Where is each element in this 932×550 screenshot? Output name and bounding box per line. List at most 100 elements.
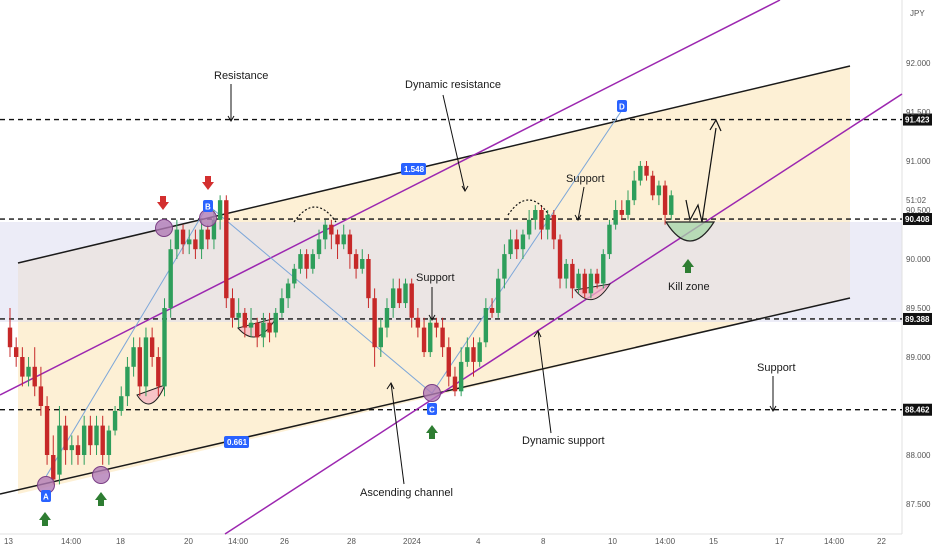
- candle-body[interactable]: [570, 263, 575, 289]
- candle-body[interactable]: [520, 234, 526, 250]
- candle-body[interactable]: [63, 425, 68, 451]
- candle-body[interactable]: [335, 234, 340, 245]
- candle-body[interactable]: [310, 254, 316, 269]
- candle-body[interactable]: [533, 210, 538, 220]
- candle-body[interactable]: [341, 234, 346, 245]
- candle-body[interactable]: [656, 185, 662, 196]
- candle-body[interactable]: [502, 254, 507, 279]
- candle-body[interactable]: [230, 298, 235, 318]
- candle-body[interactable]: [428, 322, 433, 353]
- candle-body[interactable]: [564, 263, 569, 279]
- candle-body[interactable]: [298, 254, 303, 269]
- candle-body[interactable]: [390, 288, 396, 308]
- candle-body[interactable]: [638, 165, 643, 181]
- candle-body[interactable]: [261, 322, 266, 338]
- candle-body[interactable]: [465, 347, 470, 362]
- candle-body[interactable]: [650, 175, 655, 196]
- candle-body[interactable]: [347, 234, 353, 255]
- candle-body[interactable]: [81, 425, 87, 455]
- candle-body[interactable]: [551, 214, 557, 240]
- candle-body[interactable]: [292, 268, 297, 284]
- candle-body[interactable]: [662, 185, 668, 215]
- candle-body[interactable]: [44, 406, 50, 455]
- candle-body[interactable]: [242, 312, 248, 328]
- candle-body[interactable]: [421, 327, 427, 353]
- candle-body[interactable]: [526, 219, 532, 235]
- zigzag-line[interactable]: [45, 109, 623, 477]
- candle-body[interactable]: [508, 239, 513, 255]
- candle-body[interactable]: [156, 357, 161, 387]
- candle-body[interactable]: [366, 259, 371, 299]
- candle-body[interactable]: [471, 347, 476, 362]
- candle-body[interactable]: [304, 254, 309, 269]
- candle-body[interactable]: [582, 273, 587, 294]
- candle-body[interactable]: [557, 239, 563, 279]
- candle-body[interactable]: [236, 312, 241, 318]
- candle-body[interactable]: [267, 322, 272, 333]
- candle-body[interactable]: [205, 229, 210, 240]
- candle-body[interactable]: [20, 357, 25, 377]
- candle-body[interactable]: [88, 425, 93, 446]
- dynamic-support-line[interactable]: [224, 93, 903, 535]
- candle-body[interactable]: [372, 298, 377, 348]
- candle-body[interactable]: [106, 430, 112, 456]
- candle-body[interactable]: [131, 347, 136, 367]
- candle-body[interactable]: [13, 347, 19, 357]
- candle-body[interactable]: [539, 210, 544, 230]
- candle-body[interactable]: [619, 210, 625, 215]
- candle-body[interactable]: [143, 337, 149, 387]
- candle-body[interactable]: [477, 342, 482, 362]
- candle-body[interactable]: [193, 239, 198, 250]
- candle-body[interactable]: [273, 312, 278, 333]
- candle-body[interactable]: [211, 219, 217, 240]
- candle-body[interactable]: [446, 347, 451, 377]
- candle-body[interactable]: [38, 386, 44, 406]
- candle-body[interactable]: [316, 239, 322, 255]
- candle-body[interactable]: [458, 361, 464, 392]
- kill-zone-area[interactable]: [664, 221, 716, 242]
- candle-body[interactable]: [285, 283, 291, 299]
- candle-body[interactable]: [483, 308, 489, 343]
- candle-body[interactable]: [168, 249, 173, 308]
- candle-body[interactable]: [26, 366, 31, 377]
- candle-body[interactable]: [514, 239, 519, 250]
- candle-body[interactable]: [353, 254, 359, 269]
- touch-point-circle[interactable]: [155, 219, 173, 237]
- candle-body[interactable]: [162, 308, 167, 387]
- touch-point-circle[interactable]: [92, 466, 110, 484]
- candle-body[interactable]: [199, 229, 204, 250]
- candle-body[interactable]: [397, 288, 402, 304]
- candle-body[interactable]: [545, 214, 550, 230]
- candle-body[interactable]: [594, 273, 600, 284]
- candle-body[interactable]: [279, 298, 285, 313]
- candle-body[interactable]: [409, 283, 414, 318]
- candle-body[interactable]: [125, 366, 130, 397]
- touch-point-circle[interactable]: [423, 384, 441, 402]
- candle-body[interactable]: [32, 366, 37, 387]
- candle-body[interactable]: [415, 317, 421, 328]
- candle-body[interactable]: [601, 254, 606, 284]
- candle-body[interactable]: [57, 425, 62, 475]
- touch-point-circle[interactable]: [199, 209, 217, 227]
- candle-body[interactable]: [7, 327, 13, 348]
- candle-body[interactable]: [137, 347, 142, 387]
- candle-body[interactable]: [100, 425, 105, 455]
- candle-body[interactable]: [360, 259, 365, 269]
- candle-body[interactable]: [248, 322, 254, 328]
- candle-body[interactable]: [607, 224, 612, 255]
- candle-body[interactable]: [94, 425, 99, 446]
- candle-body[interactable]: [434, 322, 439, 328]
- candle-body[interactable]: [631, 180, 637, 201]
- candle-body[interactable]: [322, 224, 328, 240]
- candle-body[interactable]: [187, 239, 192, 245]
- candle-body[interactable]: [378, 327, 383, 348]
- candle-body[interactable]: [644, 165, 649, 176]
- candle-body[interactable]: [440, 327, 445, 348]
- candle-body[interactable]: [75, 445, 81, 455]
- candle-body[interactable]: [576, 273, 581, 289]
- candle-body[interactable]: [496, 278, 501, 313]
- candle-body[interactable]: [255, 322, 260, 338]
- candle-body[interactable]: [489, 308, 495, 313]
- candle-body[interactable]: [51, 455, 56, 480]
